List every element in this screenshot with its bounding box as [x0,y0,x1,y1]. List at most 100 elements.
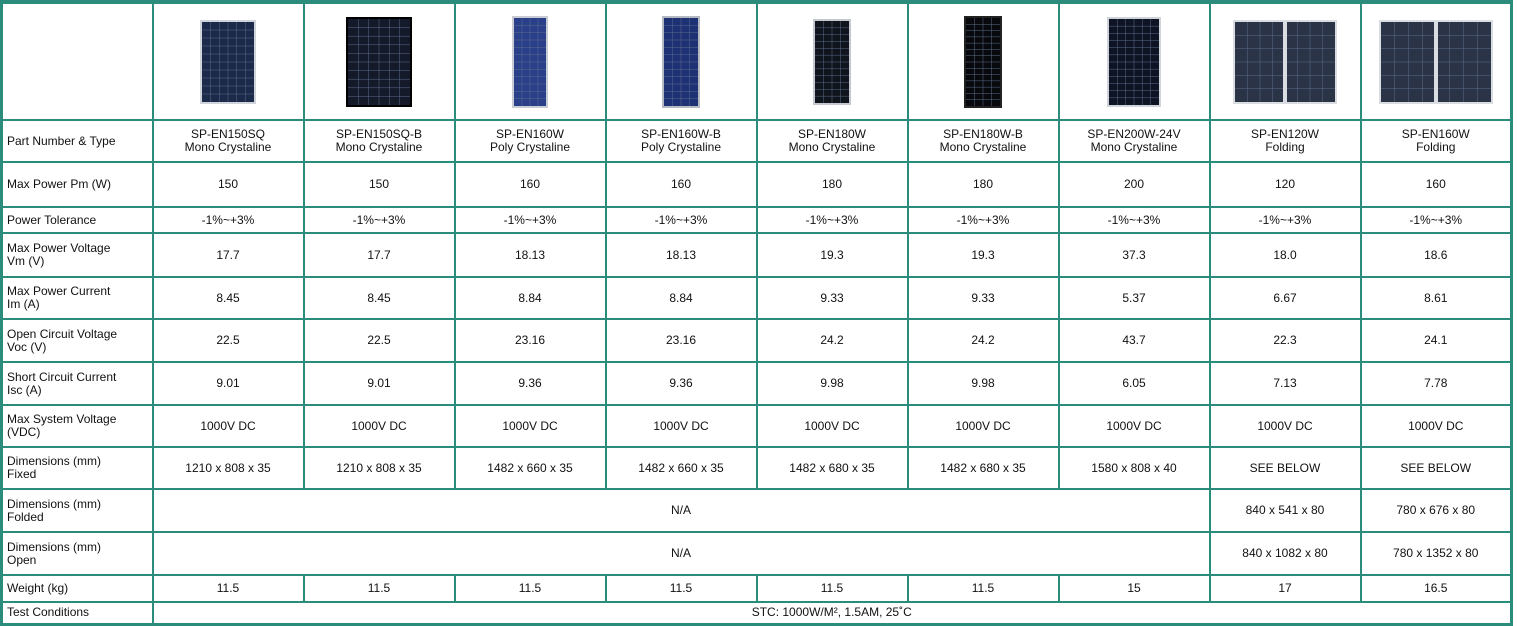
spec-cell: 19.3 [755,232,909,278]
spec-cell: N/A [151,488,1211,533]
row-label: Dimensions (mm) Open [0,531,154,576]
spec-cell: 9.33 [755,276,909,320]
spec-cell: 160 [1359,161,1513,208]
spec-cell: 11.5 [151,574,305,603]
spec-cell: 11.5 [604,574,758,603]
spec-cell: 1210 x 808 x 35 [302,446,456,490]
spec-cell: 150 [151,161,305,208]
panel-image-cell [302,1,456,121]
spec-row: Test Conditions STC: 1000W/M², 1.5AM, 25˚… [0,601,1513,625]
corner-cell [0,1,154,121]
spec-cell: 8.84 [453,276,607,320]
spec-cell: SEE BELOW [1359,446,1513,490]
spec-row: Dimensions (mm) Fixed 1210 x 808 x 35 1210… [0,446,1513,490]
spec-cell: 23.16 [604,318,758,363]
spec-cell: 1000V DC [604,404,758,448]
panel-image [1233,19,1337,104]
spec-cell: 160 [604,161,758,208]
spec-cell: 18.13 [453,232,607,278]
spec-cell: 1482 x 680 x 35 [906,446,1060,490]
spec-cell: SP-EN160W Poly Crystaline [453,119,607,163]
panel-image-cell [1057,1,1211,121]
panel-image [1107,16,1161,107]
spec-cell: 9.01 [302,361,456,406]
spec-cell: 24.2 [755,318,909,363]
panel-image [1378,19,1493,104]
row-label: Max Power Voltage Vm (V) [0,232,154,278]
spec-cell: 11.5 [755,574,909,603]
spec-cell: 780 x 1352 x 80 [1359,531,1513,576]
row-label: Part Number & Type [0,119,154,163]
spec-cell: 15 [1057,574,1211,603]
spec-cell: 17.7 [151,232,305,278]
panel-image-cell [151,1,305,121]
spec-row: Open Circuit Voltage Voc (V) 22.5 22.5 23.1… [0,318,1513,363]
spec-row: Max System Voltage (VDC) 1000V DC 1000V DC… [0,404,1513,448]
spec-cell: 8.61 [1359,276,1513,320]
spec-cell: -1%~+3% [1057,206,1211,234]
image-row [0,1,1513,121]
spec-cell: 1580 x 808 x 40 [1057,446,1211,490]
spec-row: Dimensions (mm) Open N/A 840 x 1082 x 80 78… [0,531,1513,576]
spec-row: Short Circuit Current Isc (A) 9.01 9.01 9.3… [0,361,1513,406]
spec-cell: 6.67 [1208,276,1362,320]
spec-cell: 23.16 [453,318,607,363]
spec-cell: 1000V DC [1208,404,1362,448]
spec-cell: 22.5 [302,318,456,363]
spec-cell: -1%~+3% [1208,206,1362,234]
spec-cell: 1000V DC [755,404,909,448]
spec-cell: 180 [755,161,909,208]
spec-row: Part Number & Type SP-EN150SQ Mono Crysta… [0,119,1513,163]
spec-cell: 1000V DC [1057,404,1211,448]
spec-cell: 1000V DC [906,404,1060,448]
spec-cell: STC: 1000W/M², 1.5AM, 25˚C [151,601,1513,625]
row-label: Max Power Pm (W) [0,161,154,208]
spec-cell: 120 [1208,161,1362,208]
spec-cell: 24.2 [906,318,1060,363]
spec-cell: 18.6 [1359,232,1513,278]
spec-cell: 19.3 [906,232,1060,278]
spec-cell: 11.5 [453,574,607,603]
row-label: Test Conditions [0,601,154,625]
spec-cell: SP-EN150SQ-B Mono Crystaline [302,119,456,163]
spec-cell: 1482 x 680 x 35 [755,446,909,490]
spec-cell: 180 [906,161,1060,208]
spec-cell: SP-EN180W-B Mono Crystaline [906,119,1060,163]
row-label: Power Tolerance [0,206,154,234]
spec-cell: 160 [453,161,607,208]
row-label: Open Circuit Voltage Voc (V) [0,318,154,363]
spec-cell: 1000V DC [151,404,305,448]
panel-image-cell [604,1,758,121]
panel-image [346,16,412,107]
panel-image-cell [1359,1,1513,121]
spec-cell: -1%~+3% [1359,206,1513,234]
panel-hinge [1433,21,1438,102]
spec-cell: 18.13 [604,232,758,278]
spec-cell: 24.1 [1359,318,1513,363]
row-label: Dimensions (mm) Folded [0,488,154,533]
row-label: Max Power Current Im (A) [0,276,154,320]
spec-cell: 1482 x 660 x 35 [604,446,758,490]
spec-cell: 1000V DC [1359,404,1513,448]
spec-cell: 5.37 [1057,276,1211,320]
panel-image-cell [1208,1,1362,121]
spec-cell: 37.3 [1057,232,1211,278]
row-label: Short Circuit Current Isc (A) [0,361,154,406]
spec-cell: 840 x 541 x 80 [1208,488,1362,533]
spec-cell: 780 x 676 x 80 [1359,488,1513,533]
spec-row: Weight (kg) 11.5 11.5 11.5 11.5 11.5 11.5 15 17 1… [0,574,1513,603]
spec-cell: 9.36 [453,361,607,406]
panel-image-cell [755,1,909,121]
spec-cell: -1%~+3% [755,206,909,234]
spec-row: Dimensions (mm) Folded N/A 840 x 541 x 80 7… [0,488,1513,533]
spec-cell: -1%~+3% [906,206,1060,234]
spec-cell: -1%~+3% [151,206,305,234]
spec-cell: 1000V DC [453,404,607,448]
row-label: Weight (kg) [0,574,154,603]
spec-cell: 6.05 [1057,361,1211,406]
spec-row: Power Tolerance -1%~+3% -1%~+3% -1%~+3% -1%~… [0,206,1513,234]
spec-cell: 9.36 [604,361,758,406]
spec-cell: 7.13 [1208,361,1362,406]
spec-cell: 200 [1057,161,1211,208]
